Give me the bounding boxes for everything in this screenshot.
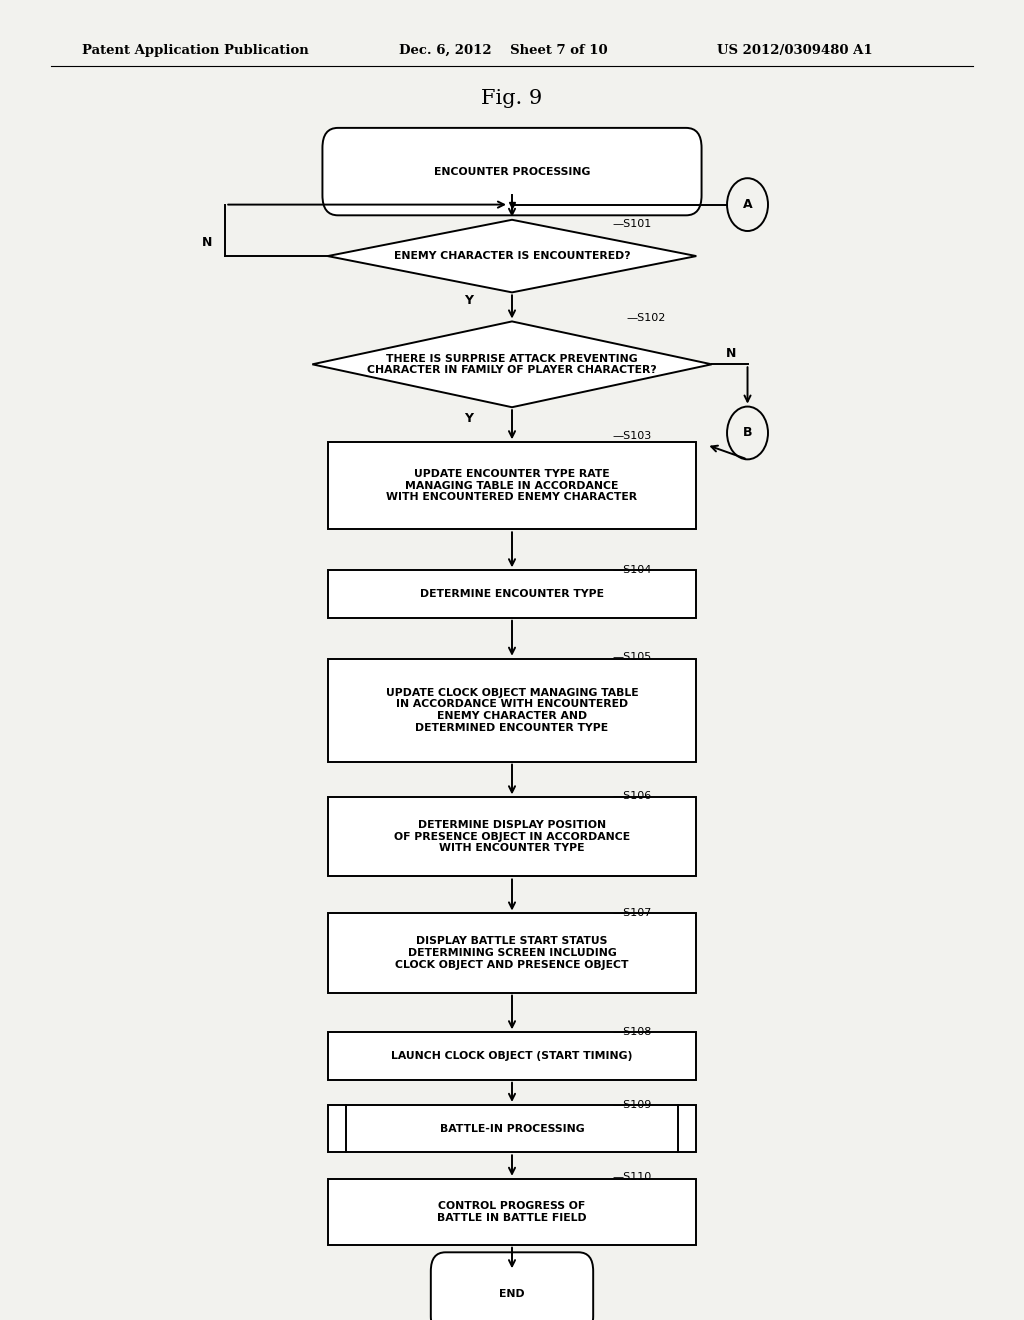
Bar: [328, 913, 696, 993]
Bar: [328, 659, 696, 762]
Text: —S102: —S102: [627, 313, 666, 323]
Text: —S103: —S103: [612, 430, 651, 441]
Text: —S107: —S107: [612, 908, 651, 919]
Text: —S109: —S109: [612, 1100, 651, 1110]
Text: —S110: —S110: [612, 1172, 651, 1183]
Bar: [328, 1179, 696, 1245]
FancyBboxPatch shape: [323, 128, 701, 215]
Text: —S101: —S101: [612, 219, 651, 230]
Text: LAUNCH CLOCK OBJECT (START TIMING): LAUNCH CLOCK OBJECT (START TIMING): [391, 1051, 633, 1061]
Bar: [328, 570, 696, 618]
FancyBboxPatch shape: [431, 1253, 593, 1320]
Text: UPDATE ENCOUNTER TYPE RATE
MANAGING TABLE IN ACCORDANCE
WITH ENCOUNTERED ENEMY C: UPDATE ENCOUNTER TYPE RATE MANAGING TABL…: [386, 469, 638, 503]
Bar: [328, 1032, 696, 1080]
Text: END: END: [499, 1288, 525, 1299]
Text: DETERMINE DISPLAY POSITION
OF PRESENCE OBJECT IN ACCORDANCE
WITH ENCOUNTER TYPE: DETERMINE DISPLAY POSITION OF PRESENCE O…: [394, 820, 630, 854]
Text: —S106: —S106: [612, 791, 651, 801]
Text: ENEMY CHARACTER IS ENCOUNTERED?: ENEMY CHARACTER IS ENCOUNTERED?: [393, 251, 631, 261]
Text: A: A: [742, 198, 753, 211]
Polygon shape: [312, 322, 712, 407]
Bar: [328, 797, 696, 876]
Text: THERE IS SURPRISE ATTACK PREVENTING
CHARACTER IN FAMILY OF PLAYER CHARACTER?: THERE IS SURPRISE ATTACK PREVENTING CHAR…: [368, 354, 656, 375]
Text: BATTLE-IN PROCESSING: BATTLE-IN PROCESSING: [439, 1123, 585, 1134]
Text: N: N: [726, 347, 736, 360]
Polygon shape: [328, 219, 696, 292]
Text: ENCOUNTER PROCESSING: ENCOUNTER PROCESSING: [434, 166, 590, 177]
Text: N: N: [202, 236, 212, 249]
Text: Y: Y: [465, 412, 473, 425]
Text: Patent Application Publication: Patent Application Publication: [82, 44, 308, 57]
Text: Y: Y: [465, 294, 473, 306]
Text: DISPLAY BATTLE START STATUS
DETERMINING SCREEN INCLUDING
CLOCK OBJECT AND PRESEN: DISPLAY BATTLE START STATUS DETERMINING …: [395, 936, 629, 970]
Text: Fig. 9: Fig. 9: [481, 90, 543, 108]
Text: —S108: —S108: [612, 1027, 651, 1038]
Text: UPDATE CLOCK OBJECT MANAGING TABLE
IN ACCORDANCE WITH ENCOUNTERED
ENEMY CHARACTE: UPDATE CLOCK OBJECT MANAGING TABLE IN AC…: [386, 688, 638, 733]
Text: Dec. 6, 2012    Sheet 7 of 10: Dec. 6, 2012 Sheet 7 of 10: [399, 44, 608, 57]
Text: —S105: —S105: [612, 652, 651, 663]
Text: —S104: —S104: [612, 565, 651, 576]
Bar: [328, 442, 696, 529]
Text: DETERMINE ENCOUNTER TYPE: DETERMINE ENCOUNTER TYPE: [420, 589, 604, 599]
Text: US 2012/0309480 A1: US 2012/0309480 A1: [717, 44, 872, 57]
Text: B: B: [742, 426, 753, 440]
Text: CONTROL PROGRESS OF
BATTLE IN BATTLE FIELD: CONTROL PROGRESS OF BATTLE IN BATTLE FIE…: [437, 1201, 587, 1222]
Bar: [328, 1105, 696, 1152]
